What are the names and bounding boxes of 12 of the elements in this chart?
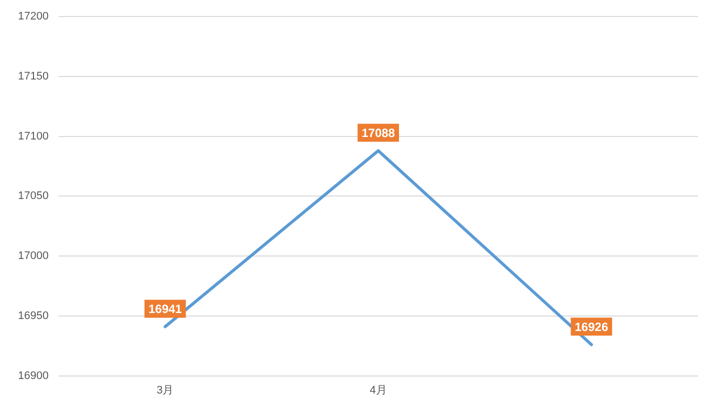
y-tick-label: 16900: [18, 370, 49, 382]
data-label: 16926: [574, 320, 608, 334]
x-tick-label: 3月: [156, 384, 174, 396]
data-label: 16941: [148, 302, 182, 316]
y-tick-label: 17000: [18, 250, 49, 262]
data-label: 17088: [362, 126, 396, 140]
x-tick-label: 4月: [370, 384, 387, 396]
y-tick-label: 17150: [18, 70, 49, 82]
y-tick-label: 17200: [18, 10, 49, 23]
y-tick-label: 17100: [18, 130, 49, 142]
y-tick-label: 16950: [18, 310, 49, 322]
y-tick-label: 17050: [18, 190, 49, 202]
